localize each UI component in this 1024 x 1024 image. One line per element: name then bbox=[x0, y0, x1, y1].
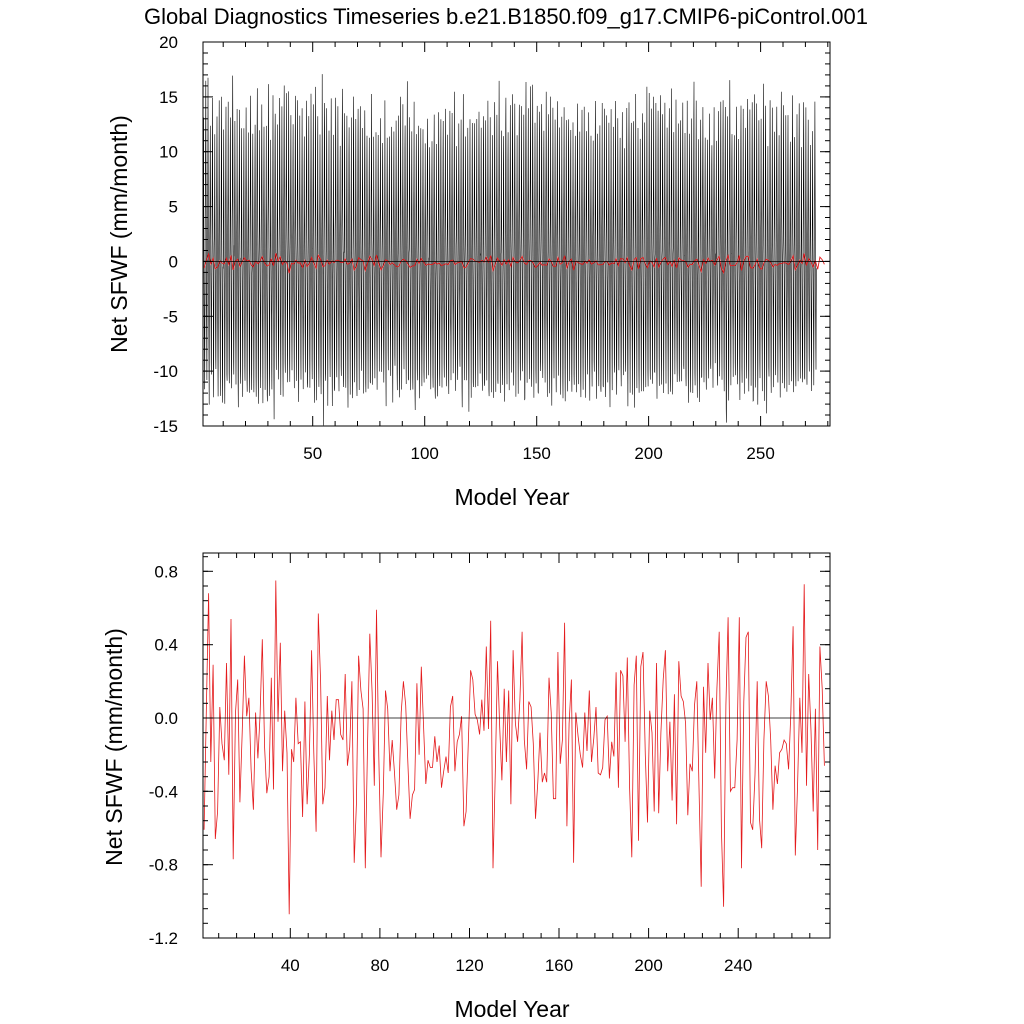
y-tick-label: -1.2 bbox=[149, 929, 178, 948]
y-tick-label: -5 bbox=[163, 307, 178, 326]
y-tick-label: 0.8 bbox=[154, 562, 178, 581]
top-y-tick-labels: -15 -10 -5 0 5 10 15 20 bbox=[153, 33, 178, 436]
x-tick-label: 200 bbox=[634, 956, 662, 975]
bottom-panel-annual-mean: 40 80 120 160 200 240 -1.2 -0.8 -0.4 0.0 0.4 0.8 M… bbox=[101, 552, 831, 1022]
top-panel-monthly-and-annual: 50 100 150 200 250 -15 -10 -5 0 5 10 15 20 Model Ye… bbox=[106, 33, 831, 510]
y-tick-label: 0.4 bbox=[154, 636, 178, 655]
x-tick-label: 100 bbox=[411, 444, 439, 463]
x-tick-label: 200 bbox=[634, 444, 662, 463]
x-tick-label: 160 bbox=[545, 956, 573, 975]
chart-title: Global Diagnostics Timeseries b.e21.B185… bbox=[144, 4, 868, 29]
y-tick-label: 5 bbox=[169, 198, 178, 217]
bottom-x-axis-label: Model Year bbox=[454, 996, 569, 1022]
y-tick-label: 0.0 bbox=[154, 709, 178, 728]
y-tick-label: 20 bbox=[159, 33, 178, 52]
top-series-layer bbox=[202, 74, 825, 426]
top-axis-ticks bbox=[203, 41, 830, 427]
y-tick-label: 10 bbox=[159, 143, 178, 162]
annual-mean-series-line-top bbox=[203, 252, 825, 275]
x-tick-label: 40 bbox=[281, 956, 300, 975]
y-tick-label: -10 bbox=[153, 362, 178, 381]
y-tick-label: 15 bbox=[159, 88, 178, 107]
bottom-y-tick-labels: -1.2 -0.8 -0.4 0.0 0.4 0.8 bbox=[149, 562, 178, 948]
bottom-axis-ticks bbox=[203, 553, 830, 939]
top-y-axis-label: Net SFWF (mm/month) bbox=[106, 115, 132, 353]
y-tick-label: -0.4 bbox=[149, 782, 178, 801]
top-x-tick-labels: 50 100 150 200 250 bbox=[303, 444, 775, 463]
y-tick-label: -0.8 bbox=[149, 856, 178, 875]
top-plot-frame bbox=[202, 41, 831, 427]
monthly-series-line bbox=[202, 74, 817, 426]
bottom-y-axis-label: Net SFWF (mm/month) bbox=[101, 628, 127, 866]
x-tick-label: 150 bbox=[523, 444, 551, 463]
bottom-plot-frame bbox=[202, 552, 831, 939]
top-x-axis-label: Model Year bbox=[454, 484, 569, 510]
y-tick-label: -15 bbox=[153, 417, 178, 436]
x-tick-label: 240 bbox=[724, 956, 752, 975]
x-tick-label: 250 bbox=[746, 444, 774, 463]
annual-mean-series-line bbox=[203, 580, 825, 915]
bottom-series-layer bbox=[203, 580, 825, 915]
y-tick-label: 0 bbox=[169, 252, 178, 271]
x-tick-label: 120 bbox=[455, 956, 483, 975]
bottom-x-tick-labels: 40 80 120 160 200 240 bbox=[281, 956, 753, 975]
x-tick-label: 80 bbox=[370, 956, 389, 975]
x-tick-label: 50 bbox=[303, 444, 322, 463]
